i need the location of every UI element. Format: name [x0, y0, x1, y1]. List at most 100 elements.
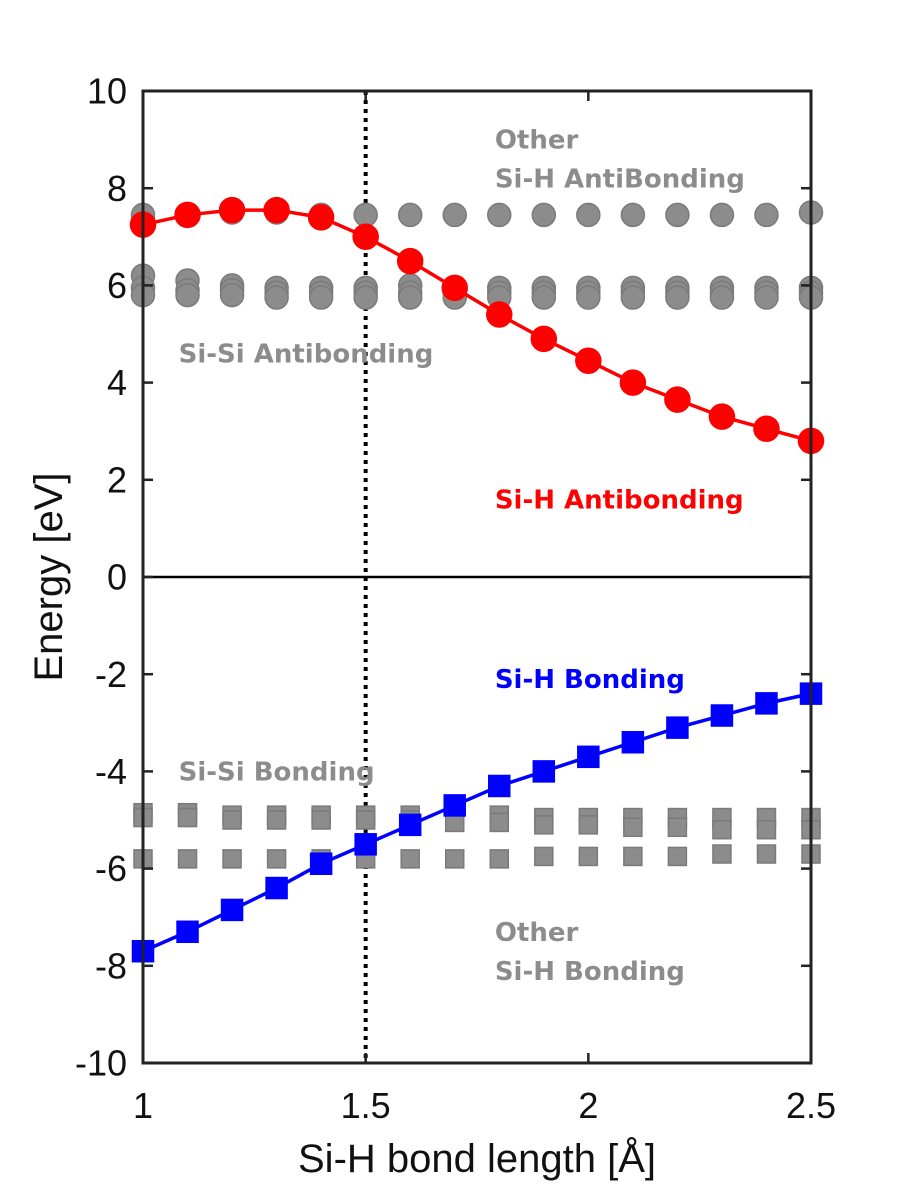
data-point [309, 852, 333, 875]
annotation-label: Si-H Antibonding [495, 485, 744, 515]
data-point [709, 202, 735, 228]
data-point [666, 716, 689, 739]
data-point [531, 285, 557, 310]
data-point [709, 285, 735, 310]
data-point [174, 201, 201, 229]
data-point [753, 415, 780, 443]
data-point [486, 301, 513, 328]
x-tick-label: 2.5 [786, 1085, 836, 1126]
series-line [142, 208, 812, 443]
data-point [353, 285, 378, 310]
data-point [534, 815, 554, 835]
data-point [353, 202, 378, 228]
data-point [354, 833, 377, 856]
y-tick-label: 0 [107, 557, 127, 598]
data-point [620, 285, 646, 310]
data-point [621, 730, 645, 754]
data-point [441, 274, 468, 302]
annotation-label: Other [495, 918, 579, 948]
data-point [219, 282, 245, 308]
series-layer [129, 196, 825, 963]
data-point [576, 202, 601, 228]
x-tick-label: 1 [133, 1085, 153, 1126]
data-point [311, 810, 331, 830]
data-point [396, 247, 424, 275]
annotation-label: Si-Si Antibonding [179, 340, 434, 370]
data-point [266, 810, 287, 830]
data-point [222, 810, 242, 830]
data-point [665, 202, 690, 228]
data-point [532, 760, 556, 783]
data-point [712, 819, 732, 840]
data-point [667, 846, 688, 867]
data-point [530, 325, 558, 353]
data-point [397, 202, 423, 228]
y-tick-label: 8 [107, 168, 127, 209]
data-point [667, 817, 688, 838]
data-point [620, 202, 646, 228]
data-point [264, 285, 289, 310]
data-point [531, 202, 557, 228]
data-point [308, 285, 334, 310]
data-point [664, 386, 691, 413]
axes-layer: 1 1.5 2 2.5 -10 -8 -6 -4 -2 0 2 4 6 8 10 [75, 71, 836, 1126]
data-point [487, 202, 512, 228]
annotation-label: Si-Si Bonding [179, 758, 375, 788]
data-point [220, 898, 244, 922]
data-point [442, 202, 467, 228]
data-point [176, 920, 199, 944]
data-point [708, 403, 736, 430]
y-axis-title: Energy [eV] [27, 472, 71, 681]
data-point [263, 196, 290, 224]
series-line [142, 691, 812, 953]
data-point [400, 849, 420, 869]
data-point [352, 223, 379, 251]
data-point [177, 849, 198, 869]
data-point [754, 285, 779, 310]
data-point [623, 846, 643, 867]
data-point [578, 846, 599, 867]
data-point [710, 704, 734, 727]
data-point [489, 849, 510, 869]
data-point [397, 285, 423, 310]
data-point [665, 285, 690, 310]
data-point [218, 196, 246, 224]
annotation-label: Other [495, 126, 579, 156]
data-point [443, 794, 466, 817]
data-point [222, 849, 242, 869]
data-point [754, 202, 779, 228]
y-tick-label: 2 [107, 459, 127, 500]
reference-lines-layer [143, 91, 811, 1063]
annotation-label: Si-H Bonding [495, 665, 685, 695]
series-si-h-antibonding [129, 196, 825, 455]
y-tick-label: -8 [95, 945, 127, 986]
x-tick-label: 1.5 [341, 1085, 391, 1126]
y-tick-label: -4 [95, 751, 127, 792]
data-point [355, 810, 376, 830]
data-point [619, 369, 647, 396]
annotations-layer: Other Si-H AntiBonding Si-Si Antibonding Si… [179, 126, 745, 987]
data-point [755, 692, 778, 715]
y-tick-label: 4 [107, 362, 127, 403]
data-point [578, 815, 599, 835]
y-tick-label: 10 [87, 71, 127, 112]
data-point [307, 204, 335, 231]
data-point [444, 849, 465, 869]
data-point [398, 813, 422, 837]
y-tick-label: -2 [95, 654, 127, 695]
data-point [623, 817, 643, 838]
annotation-label: Si-H AntiBonding [495, 165, 745, 195]
y-tick-label: 6 [107, 265, 127, 306]
data-point [576, 285, 601, 310]
data-point [756, 819, 777, 840]
data-point [266, 849, 287, 869]
data-point [575, 347, 602, 374]
x-axis-title: Si-H bond length [Å] [298, 1136, 656, 1181]
data-point [177, 807, 198, 828]
data-point [756, 844, 777, 864]
data-point [489, 812, 510, 833]
annotation-label: Si-H Bonding [495, 957, 685, 987]
data-point [712, 844, 732, 864]
data-point [577, 745, 600, 769]
series-si-si-antibonding-lower [130, 282, 824, 310]
